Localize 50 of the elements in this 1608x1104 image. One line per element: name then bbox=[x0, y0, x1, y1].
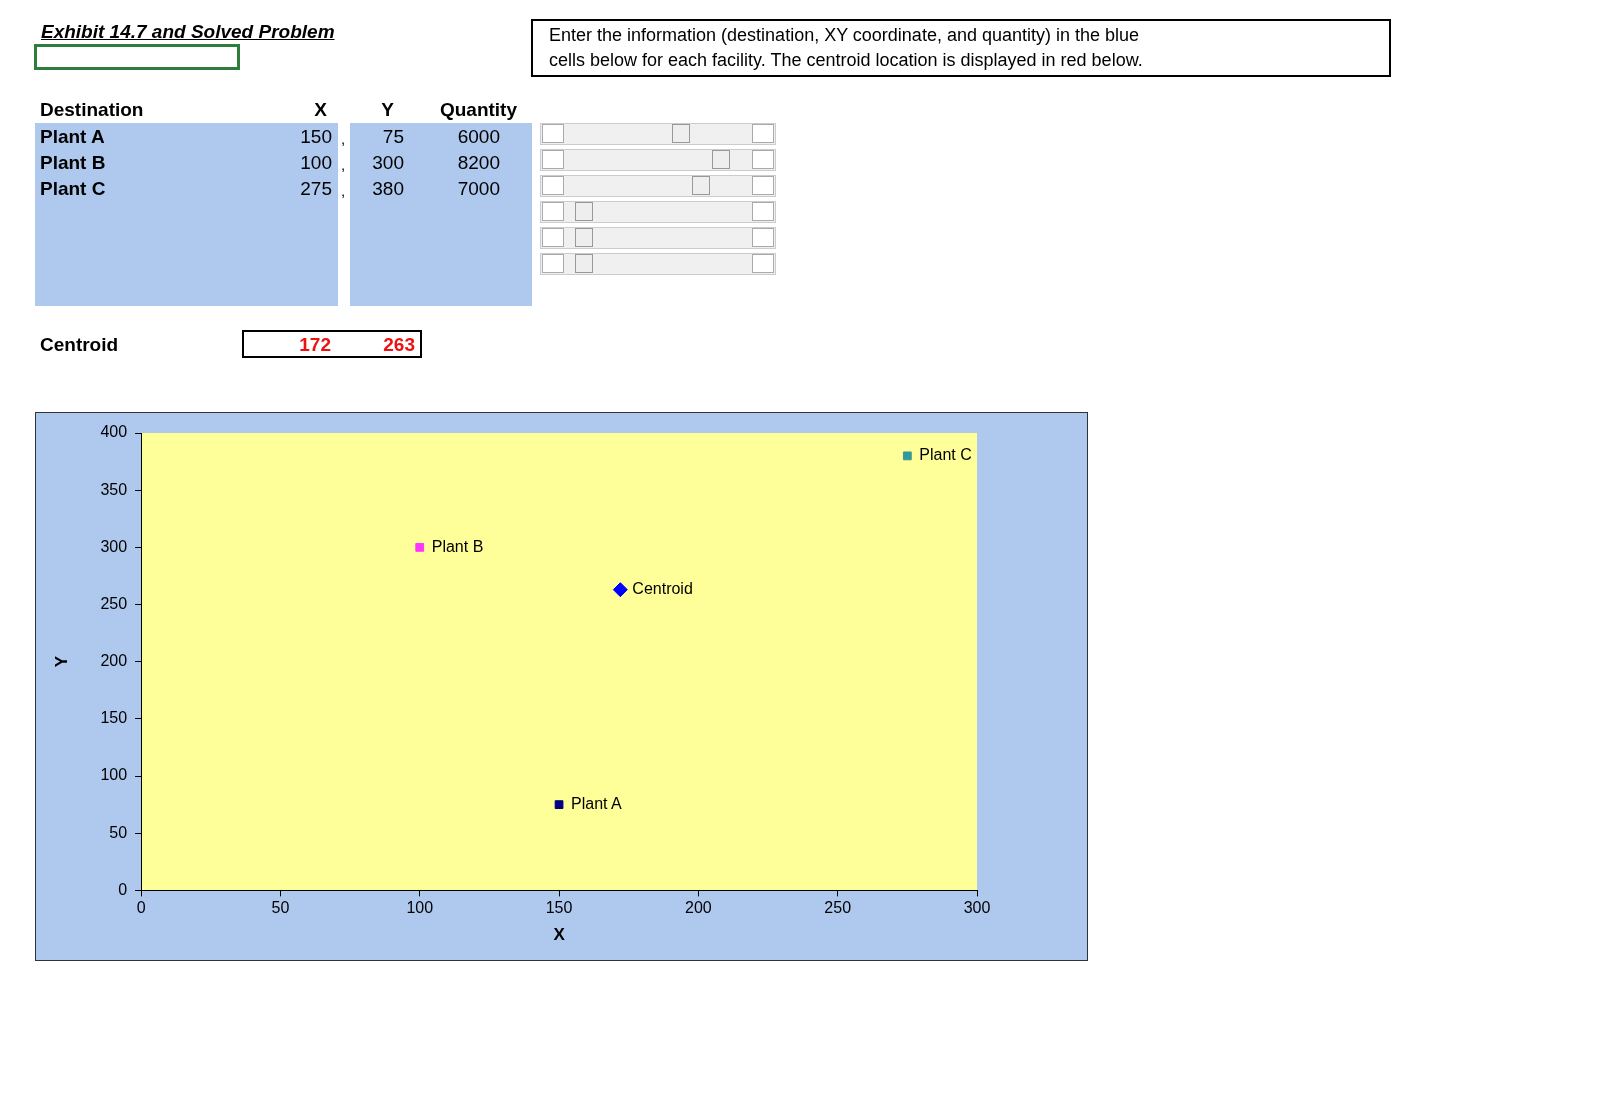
y-tick-label: 0 bbox=[118, 880, 128, 898]
text: , bbox=[341, 130, 346, 147]
category-label: Plant B bbox=[40, 152, 106, 174]
data-label: 7000 bbox=[457, 178, 500, 200]
point bbox=[612, 582, 628, 598]
series-label: Plant C bbox=[919, 446, 972, 464]
text: Centroid bbox=[40, 334, 119, 356]
text: , bbox=[341, 182, 346, 199]
y-axis-title: Y bbox=[51, 655, 71, 668]
series-label: X bbox=[314, 99, 327, 121]
data-label: 100 bbox=[300, 152, 332, 174]
data-label: 6000 bbox=[457, 126, 500, 148]
x-tick-label: 50 bbox=[271, 899, 290, 917]
text: 263 bbox=[383, 334, 415, 356]
point bbox=[415, 542, 425, 552]
x-tick-label: 150 bbox=[545, 899, 573, 917]
data-label: 150 bbox=[300, 126, 332, 148]
y-tick-label: 300 bbox=[100, 537, 128, 555]
y-tick-label: 200 bbox=[100, 652, 128, 670]
x-tick-label: 200 bbox=[685, 899, 712, 917]
point bbox=[554, 800, 564, 810]
y-tick-label: 250 bbox=[100, 594, 128, 612]
text: , bbox=[341, 156, 346, 173]
series-label: Plant B bbox=[431, 537, 484, 555]
text: Exhibit 14.7 and Solved Problem bbox=[41, 21, 335, 43]
text: 172 bbox=[299, 334, 331, 356]
data-label: 275 bbox=[300, 178, 332, 200]
data-label: 8200 bbox=[457, 152, 500, 174]
data-label: 300 bbox=[372, 152, 404, 174]
series-label: Centroid bbox=[632, 580, 693, 598]
text: Destination bbox=[40, 99, 144, 121]
y-tick-label: 100 bbox=[100, 766, 128, 784]
series-label: Y bbox=[381, 99, 394, 121]
category-label: Plant C bbox=[40, 178, 106, 200]
text: Quantity bbox=[439, 99, 517, 121]
x-tick-label: 100 bbox=[406, 899, 434, 917]
data-label: 380 bbox=[372, 178, 404, 200]
series-label: Plant A bbox=[571, 795, 623, 813]
x-tick-label: 300 bbox=[963, 899, 991, 917]
data-label: 75 bbox=[382, 126, 404, 148]
y-tick-label: 150 bbox=[100, 709, 128, 727]
x-tick-label: 0 bbox=[136, 899, 146, 917]
y-tick-label: 350 bbox=[100, 480, 128, 498]
text: Enter the information (destination, XY coordinate, and quantity) in the blue cells below for each facility. The centroid location is displayed in red below. bbox=[531, 19, 1391, 77]
x-axis-title: X bbox=[553, 925, 566, 945]
point bbox=[902, 451, 912, 461]
y-tick-label: 400 bbox=[100, 423, 128, 441]
y-tick-label: 50 bbox=[109, 823, 128, 841]
category-label: Plant A bbox=[40, 126, 105, 148]
x-tick-label: 250 bbox=[824, 899, 852, 917]
